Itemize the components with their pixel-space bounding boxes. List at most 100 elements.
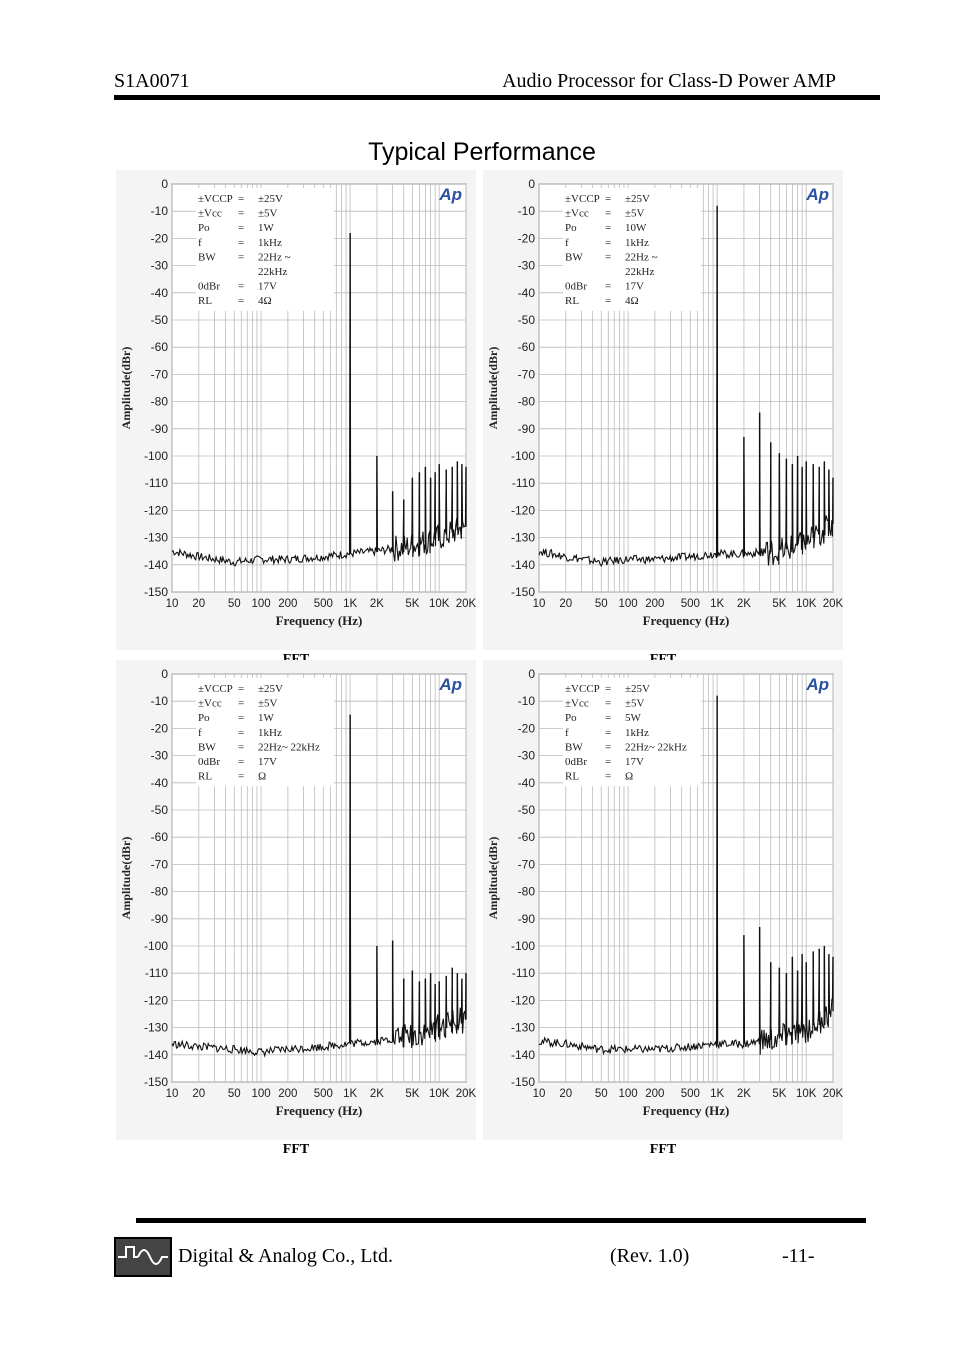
x-tick-label: 10 (533, 598, 546, 610)
y-tick-label: -10 (151, 694, 169, 708)
x-tick-label: 20 (192, 598, 205, 610)
y-tick-label: -140 (511, 1048, 535, 1062)
condition-cell: 1kHz (625, 727, 649, 739)
x-tick-label: 500 (314, 598, 333, 610)
x-tick-label: 200 (645, 1088, 664, 1100)
x-tick-label: 500 (314, 1088, 333, 1100)
condition-cell: ±5V (258, 208, 278, 220)
condition-cell: = (238, 193, 244, 205)
condition-cell: Po (198, 222, 210, 234)
condition-cell: BW (198, 251, 216, 263)
condition-cell: = (238, 281, 244, 293)
y-tick-label: -100 (511, 939, 535, 953)
y-tick-label: -150 (511, 1075, 535, 1089)
condition-cell: ±Vcc (565, 698, 589, 710)
y-tick-label: -90 (151, 422, 169, 436)
fft-chart-1w: 0 -10 -20 -30 -40 -50 -60 -70 -80 -90 -100 -110 -120… (116, 170, 476, 667)
condition-cell: BW (198, 741, 216, 753)
y-tick-label: -40 (151, 776, 169, 790)
condition-cell: 4Ω (625, 295, 639, 307)
x-tick-label: 200 (278, 1088, 297, 1100)
x-tick-label: 20K (823, 598, 843, 610)
y-tick-label: -120 (144, 503, 168, 517)
condition-cell: 10W (625, 222, 647, 234)
x-axis-label: Frequency (Hz) (643, 613, 730, 628)
condition-cell: = (238, 727, 244, 739)
y-tick-label: -10 (151, 204, 169, 218)
y-tick-label: -120 (144, 993, 168, 1007)
condition-cell: 22kHz (625, 266, 654, 278)
y-tick-label: -140 (144, 558, 168, 572)
y-tick-label: -110 (145, 476, 168, 490)
condition-cell: = (605, 712, 611, 724)
condition-cell: = (238, 295, 244, 307)
y-tick-label: -90 (518, 422, 536, 436)
page-title: Typical Performance (368, 138, 596, 166)
x-tick-label: 10K (429, 1088, 450, 1100)
condition-cell: ±25V (258, 683, 283, 695)
x-tick-label: 20 (192, 1088, 205, 1100)
condition-cell: = (238, 237, 244, 249)
condition-cell: ±VCCP (565, 193, 600, 205)
condition-cell: 22kHz (258, 266, 287, 278)
y-tick-label: -110 (512, 476, 535, 490)
condition-cell: = (605, 251, 611, 263)
condition-cell: = (238, 251, 244, 263)
y-tick-label: -140 (511, 558, 535, 572)
condition-cell: = (605, 193, 611, 205)
ap-logo-icon: Ap (805, 675, 829, 694)
y-tick-label: -30 (518, 749, 536, 763)
y-tick-label: -140 (144, 1048, 168, 1062)
y-tick-label: -20 (151, 721, 169, 735)
footer-page-number: -11- (782, 1245, 815, 1267)
x-tick-label: 100 (618, 598, 637, 610)
condition-cell: ±25V (625, 683, 650, 695)
y-tick-label: -10 (518, 204, 536, 218)
condition-cell: ±VCCP (198, 193, 233, 205)
y-axis-label: Amplitude(dBr) (119, 347, 133, 430)
fft-plot-svg: 0 -10 -20 -30 -40 -50 -60 -70 -80 -90 -100 -110 -120… (116, 170, 476, 650)
y-tick-label: -80 (518, 395, 536, 409)
condition-cell: BW (565, 741, 583, 753)
condition-cell: 4Ω (258, 295, 272, 307)
y-tick-label: -60 (518, 830, 536, 844)
condition-cell: 0dBr (565, 756, 587, 768)
condition-cell: Po (198, 712, 210, 724)
condition-cell: f (198, 727, 202, 739)
fft-chart-5w: 0 -10 -20 -30 -40 -50 -60 -70 -80 -90 -100 -110 -120… (483, 660, 843, 1157)
x-tick-label: 10 (166, 598, 179, 610)
y-tick-label: -100 (144, 449, 168, 463)
y-tick-label: 0 (528, 177, 535, 191)
y-axis-label: Amplitude(dBr) (486, 347, 500, 430)
y-tick-label: -90 (151, 912, 169, 926)
ap-logo-icon: Ap (438, 185, 462, 204)
condition-cell: 1W (258, 712, 275, 724)
y-tick-label: -60 (518, 340, 536, 354)
y-tick-label: -110 (145, 966, 168, 980)
x-tick-label: 5K (405, 1088, 419, 1100)
x-tick-label: 10K (796, 598, 817, 610)
condition-cell: 22Hz ~ (258, 251, 291, 263)
y-tick-label: -80 (518, 885, 536, 899)
condition-cell: = (238, 756, 244, 768)
y-tick-label: -50 (151, 803, 169, 817)
condition-cell: 0dBr (198, 756, 220, 768)
x-tick-label: 500 (681, 1088, 700, 1100)
x-tick-label: 20 (559, 1088, 572, 1100)
ap-logo-icon: Ap (805, 185, 829, 204)
y-tick-label: -130 (144, 531, 168, 545)
condition-cell: 1kHz (258, 727, 282, 739)
x-tick-label: 1K (343, 1088, 357, 1100)
x-tick-label: 200 (645, 598, 664, 610)
ap-logo-icon: Ap (438, 675, 462, 694)
condition-cell: RL (198, 295, 212, 307)
y-tick-label: -150 (144, 585, 168, 599)
y-tick-label: -130 (511, 1021, 535, 1035)
chart-caption: FFT (282, 1142, 310, 1157)
conditions-box (563, 188, 701, 311)
condition-cell: = (605, 756, 611, 768)
condition-cell: f (565, 237, 569, 249)
x-tick-label: 50 (595, 598, 608, 610)
condition-cell: ±Vcc (565, 208, 589, 220)
y-tick-label: -30 (151, 749, 169, 763)
